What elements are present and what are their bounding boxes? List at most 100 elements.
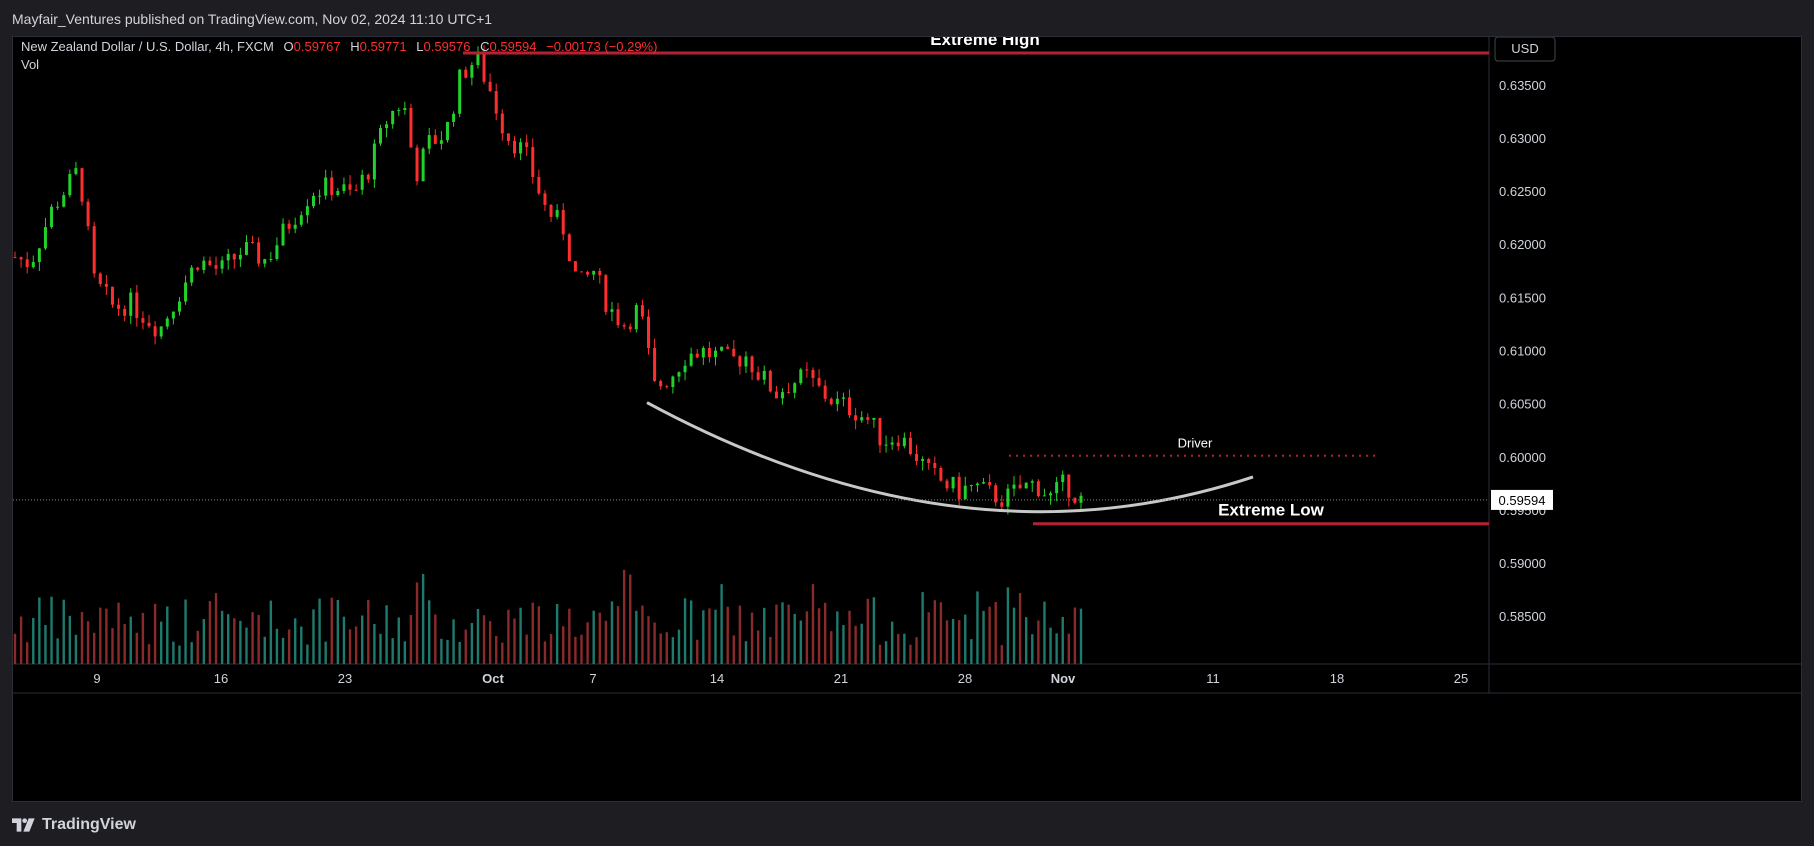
volume-bar [458, 641, 461, 664]
candle-body [74, 168, 78, 174]
volume-bar [367, 599, 370, 664]
time-axis[interactable]: 9 16 23 Oct 7 14 21 28 Nov 11 18 25 [93, 671, 1468, 686]
volume-bar [99, 607, 102, 664]
driver-label: Driver [1178, 436, 1213, 451]
legend-high-label: H [350, 39, 359, 54]
candle-body [190, 267, 194, 283]
candle-body [263, 259, 267, 264]
candle-body [110, 286, 114, 305]
volume-bar [220, 610, 224, 664]
legend-open: 0.59767 [294, 39, 341, 54]
volume-bar [811, 584, 815, 664]
volume-bar [501, 642, 504, 664]
candle-body [610, 309, 614, 312]
candle-body [403, 108, 407, 111]
candle-body [933, 462, 937, 468]
volume-bar [610, 601, 614, 664]
volume-bar [19, 616, 23, 664]
chart-frame[interactable]: Extreme High Extreme Low Driver 0.63500 0.6… [12, 30, 1802, 802]
volume-bar [129, 616, 132, 664]
candle-body [257, 242, 261, 264]
candle-body [555, 210, 559, 217]
tradingview-logo[interactable]: TradingView [12, 815, 136, 835]
candle-body [324, 177, 328, 196]
candle-body [756, 372, 760, 380]
volume-bar [653, 622, 656, 664]
candle-body [951, 476, 955, 489]
currency-button[interactable] [1494, 36, 1556, 62]
volume-bar [775, 604, 778, 664]
candle-body [348, 184, 352, 190]
volume-bar [976, 591, 979, 664]
volume-bar [884, 641, 888, 664]
volume-bar [988, 606, 991, 664]
volume-bar [379, 633, 382, 664]
extreme-low-label: Extreme Low [1218, 501, 1325, 520]
volume-bar [464, 629, 467, 664]
candle-body [537, 176, 541, 194]
candle-body [543, 193, 547, 205]
candle-body [963, 485, 967, 499]
volume-bar [756, 630, 760, 664]
volume-bar [744, 641, 748, 664]
plot-area[interactable] [13, 37, 1489, 664]
candle-body [604, 275, 608, 312]
volume-bar [190, 642, 193, 664]
volume-bar [714, 609, 717, 664]
volume-bar [233, 618, 236, 664]
volume-bar [184, 599, 187, 664]
candle-body [366, 174, 370, 180]
volume-bar [294, 618, 297, 664]
candle-body [360, 174, 364, 190]
volume-bar [1006, 587, 1010, 664]
volume-bar [915, 637, 918, 664]
volume-bar [74, 634, 78, 664]
candle-body [531, 147, 535, 177]
candle-body [439, 140, 443, 144]
candle-body [957, 476, 961, 499]
volume-bar [720, 584, 723, 664]
volume-bar [111, 628, 114, 664]
volume-bar [172, 641, 175, 664]
volume-bar [781, 602, 784, 664]
candle-body [98, 273, 102, 284]
volume-bar [683, 598, 687, 664]
legend-open-label: O [284, 39, 294, 54]
volume-bar [38, 597, 41, 664]
volume-bar [513, 618, 516, 664]
volume-bar [482, 615, 486, 664]
volume-bar [281, 637, 285, 664]
volume-bar [647, 616, 650, 664]
price-tick-label: 0.62500 [1499, 184, 1546, 199]
volume-bar [135, 632, 139, 664]
volume-bar [787, 604, 790, 664]
volume-bar [68, 615, 72, 664]
price-tick-label: 0.59000 [1499, 556, 1546, 571]
volume-bar [769, 637, 772, 664]
price-axis[interactable]: 0.63500 0.63000 0.62500 0.62000 0.61500 0.610… [13, 78, 1553, 624]
candle-body [397, 110, 401, 112]
volume-bars [13, 569, 1083, 664]
candle-body [19, 257, 23, 260]
candle-body [342, 184, 346, 191]
candle-body [159, 326, 163, 337]
legend-close: 0.59594 [490, 39, 537, 54]
candle-body [854, 415, 858, 421]
candle-body [634, 305, 638, 330]
candle-body [415, 147, 419, 182]
candle-body [232, 254, 236, 260]
candle-body [549, 204, 553, 217]
candle-body [1006, 488, 1010, 507]
candle-body [586, 271, 590, 275]
volume-bar [878, 644, 882, 664]
volume-bar [348, 629, 352, 664]
candle-body [915, 453, 919, 462]
volume-bar [421, 573, 425, 664]
candle-body [445, 121, 449, 141]
time-tick-label: Oct [482, 671, 504, 686]
volume-bar [805, 611, 809, 664]
volume-bar [1000, 645, 1004, 664]
candle-body [330, 177, 334, 196]
volume-bar [44, 625, 47, 664]
